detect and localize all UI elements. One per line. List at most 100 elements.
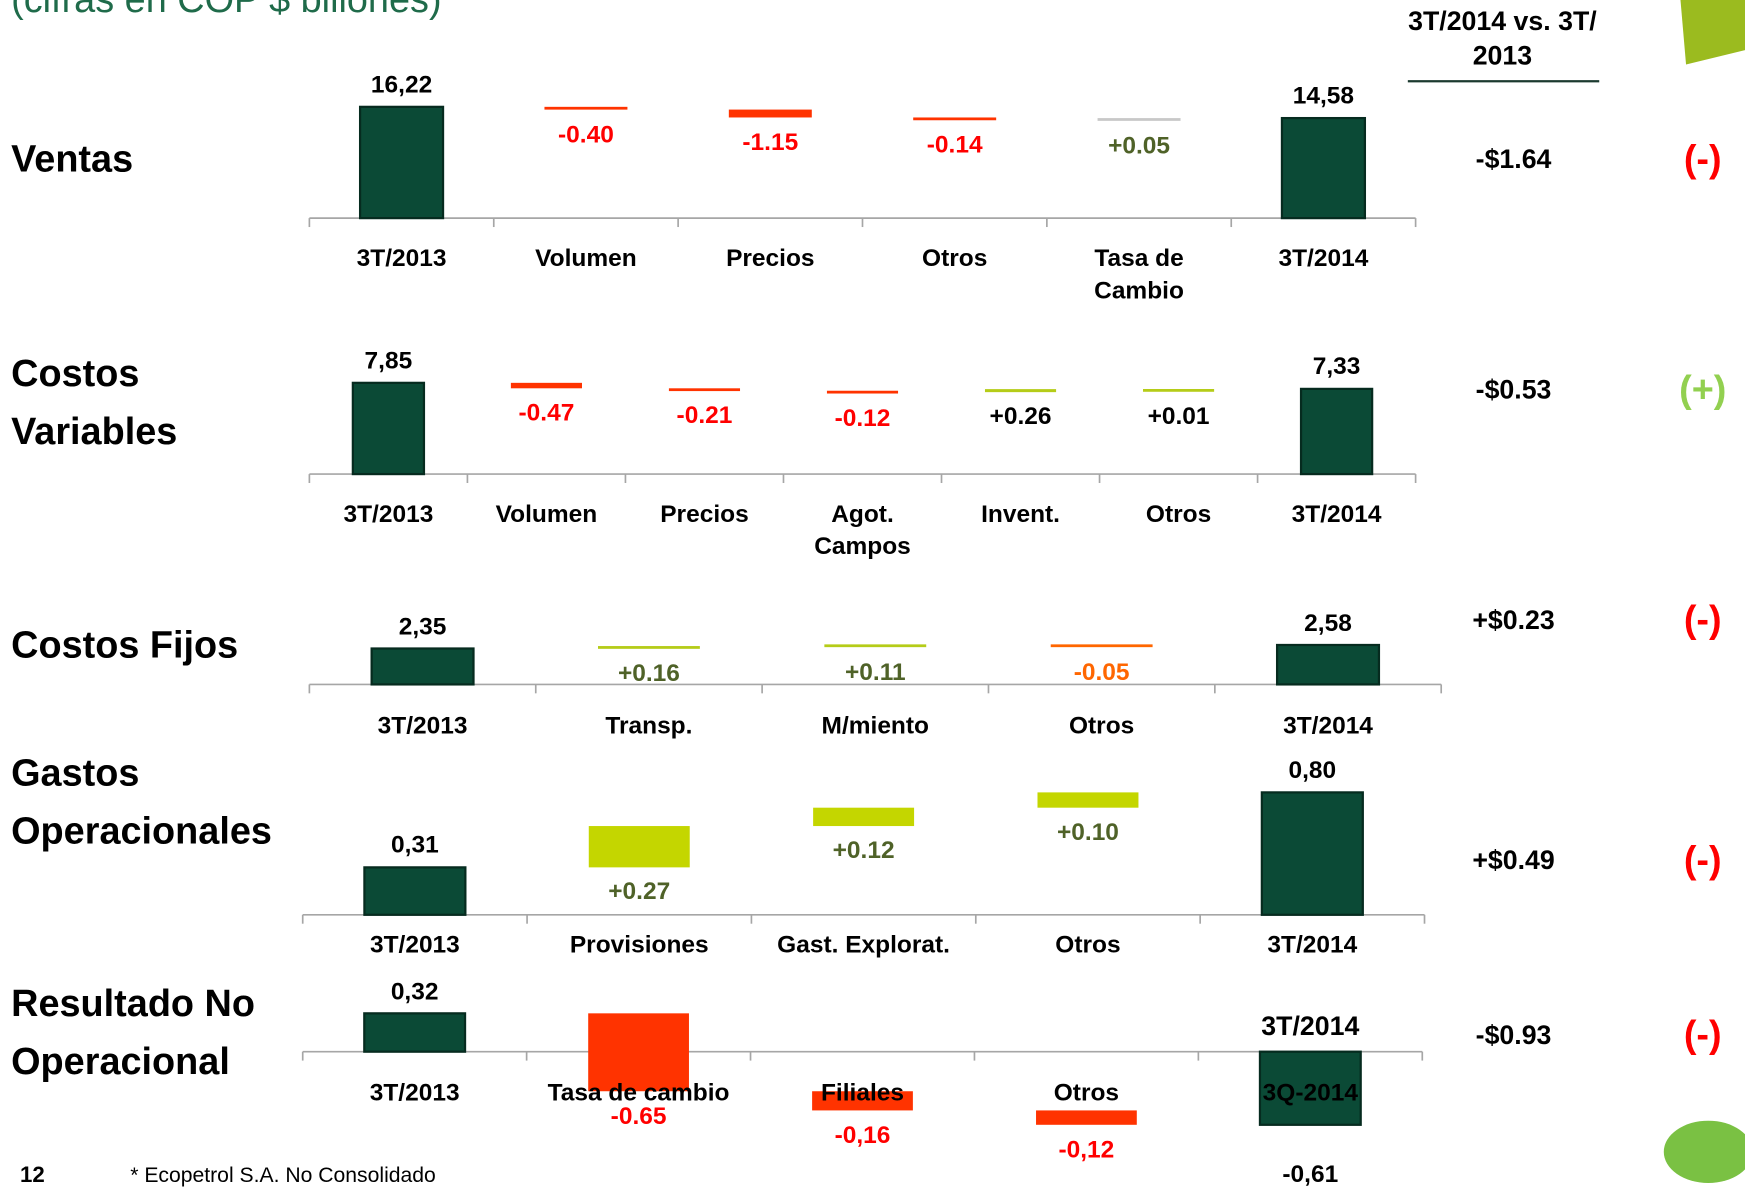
category-label: Agot. Campos: [789, 499, 936, 563]
category-label: Gast. Explorat.: [757, 929, 970, 961]
value-label: -1.15: [692, 126, 848, 158]
value-label: +0.05: [1061, 130, 1217, 162]
total-bar: [360, 107, 443, 218]
value-label: +0.27: [561, 876, 717, 908]
category-label: 3T/2013: [315, 499, 462, 531]
category-label: 3T/2013: [308, 929, 521, 961]
value-label: 2,58: [1250, 607, 1406, 639]
value-label: -0.14: [877, 129, 1033, 161]
category-label: Invent.: [947, 499, 1094, 531]
comparison-heading: 3T/2014 vs. 3T/ 2013: [1402, 4, 1602, 73]
delta-bar: [1051, 644, 1153, 647]
row-label: Costos Variables: [11, 345, 306, 461]
value-label: -0.05: [1024, 656, 1180, 688]
value-label: +0.01: [1101, 401, 1257, 433]
category-label: M/miento: [768, 710, 983, 742]
delta-bar: [729, 110, 812, 118]
category-label: Precios: [684, 243, 857, 275]
category-label: Transp.: [541, 710, 756, 742]
value-label: -0.21: [627, 400, 783, 432]
row-label: Resultado No Operacional: [11, 975, 306, 1091]
value-label: 14,58: [1246, 80, 1402, 112]
subtitle: (cifras en COP $ billones): [11, 0, 441, 25]
category-label: Filiales: [756, 1077, 969, 1109]
category-label: Otros: [981, 929, 1194, 961]
row-label: Gastos Operacionales: [11, 745, 306, 861]
category-label: Tasa de Cambio: [1052, 243, 1225, 307]
value-label: 16,22: [324, 69, 480, 101]
delta-bar: [544, 107, 627, 110]
mascot: [1664, 1121, 1745, 1183]
value-label: +0.10: [1010, 817, 1166, 849]
annotation: 3T/2014: [1221, 1009, 1399, 1044]
page: (cifras en COP $ billones) 3T/2014 vs. 3…: [0, 0, 1745, 1190]
value-label: +0.26: [943, 401, 1099, 433]
category-label: Otros: [868, 243, 1041, 275]
row-label: Costos Fijos: [11, 617, 306, 675]
delta-bar: [913, 117, 996, 120]
category-label: 3T/2014: [1237, 243, 1410, 275]
category-label: 3T/2013: [308, 1077, 521, 1109]
total-bar: [372, 648, 474, 684]
total-bar: [1282, 118, 1365, 218]
value-label: +0.12: [786, 835, 942, 867]
value-label: 7,85: [310, 345, 466, 377]
delta-bar: [827, 391, 898, 394]
value-label: -0.47: [469, 397, 625, 429]
comparison-value: -$0.93: [1436, 1018, 1592, 1053]
value-label: -0,16: [785, 1119, 941, 1151]
value-label: 0,80: [1234, 755, 1390, 787]
comparison-value: -$0.53: [1436, 373, 1592, 408]
value-label: 2,35: [345, 611, 501, 643]
comparison-value: -$1.64: [1436, 142, 1592, 177]
assessment: (-): [1664, 135, 1742, 184]
delta-bar: [598, 646, 700, 649]
category-label: Otros: [994, 710, 1209, 742]
total-bar: [1277, 645, 1379, 684]
assessment: (-): [1664, 836, 1742, 885]
delta-bar: [985, 389, 1056, 392]
delta-bar: [824, 644, 926, 647]
category-label: 3T/2013: [315, 243, 488, 275]
value-label: 7,33: [1259, 351, 1415, 383]
category-label: Otros: [1105, 499, 1252, 531]
logo-shape: [1680, 0, 1745, 65]
delta-bar: [813, 808, 914, 826]
value-label: 0,32: [337, 975, 493, 1007]
value-label: -0.12: [785, 402, 941, 434]
delta-bar: [669, 388, 740, 391]
assessment: (+): [1664, 365, 1742, 414]
delta-bar: [511, 383, 582, 388]
value-label: +0.16: [571, 658, 727, 690]
comparison-value: +$0.49: [1436, 844, 1592, 879]
value-label: -0,12: [1008, 1134, 1164, 1166]
total-bar: [364, 1013, 465, 1051]
value-label: 0,31: [337, 830, 493, 862]
footnote: * Ecopetrol S.A. No Consolidado: [130, 1163, 436, 1190]
total-bar: [1262, 792, 1363, 914]
category-label: 3T/2014: [1206, 929, 1419, 961]
category-label: Volumen: [473, 499, 620, 531]
category-label: Volumen: [499, 243, 672, 275]
category-label: 3T/2013: [315, 710, 530, 742]
delta-bar: [1036, 1110, 1137, 1124]
row-label: Ventas: [11, 130, 306, 188]
category-label: Otros: [980, 1077, 1193, 1109]
category-label: Precios: [631, 499, 778, 531]
value-label: +0.11: [797, 656, 953, 688]
assessment: (-): [1664, 595, 1742, 644]
value-label: -0,61: [1232, 1158, 1388, 1190]
category-label: 3T/2014: [1263, 499, 1410, 531]
category-label: 3Q-2014: [1204, 1077, 1417, 1109]
delta-bar: [1143, 389, 1214, 392]
delta-bar: [1098, 118, 1181, 121]
slide: (cifras en COP $ billones) 3T/2014 vs. 3…: [0, 0, 1745, 1190]
total-bar: [353, 383, 424, 474]
page-number: 12: [20, 1161, 45, 1190]
category-label: Provisiones: [533, 929, 746, 961]
delta-bar: [589, 826, 690, 867]
comparison-value: +$0.23: [1436, 603, 1592, 638]
category-label: Tasa de cambio: [532, 1077, 745, 1109]
total-bar: [364, 867, 465, 914]
assessment: (-): [1664, 1011, 1742, 1060]
